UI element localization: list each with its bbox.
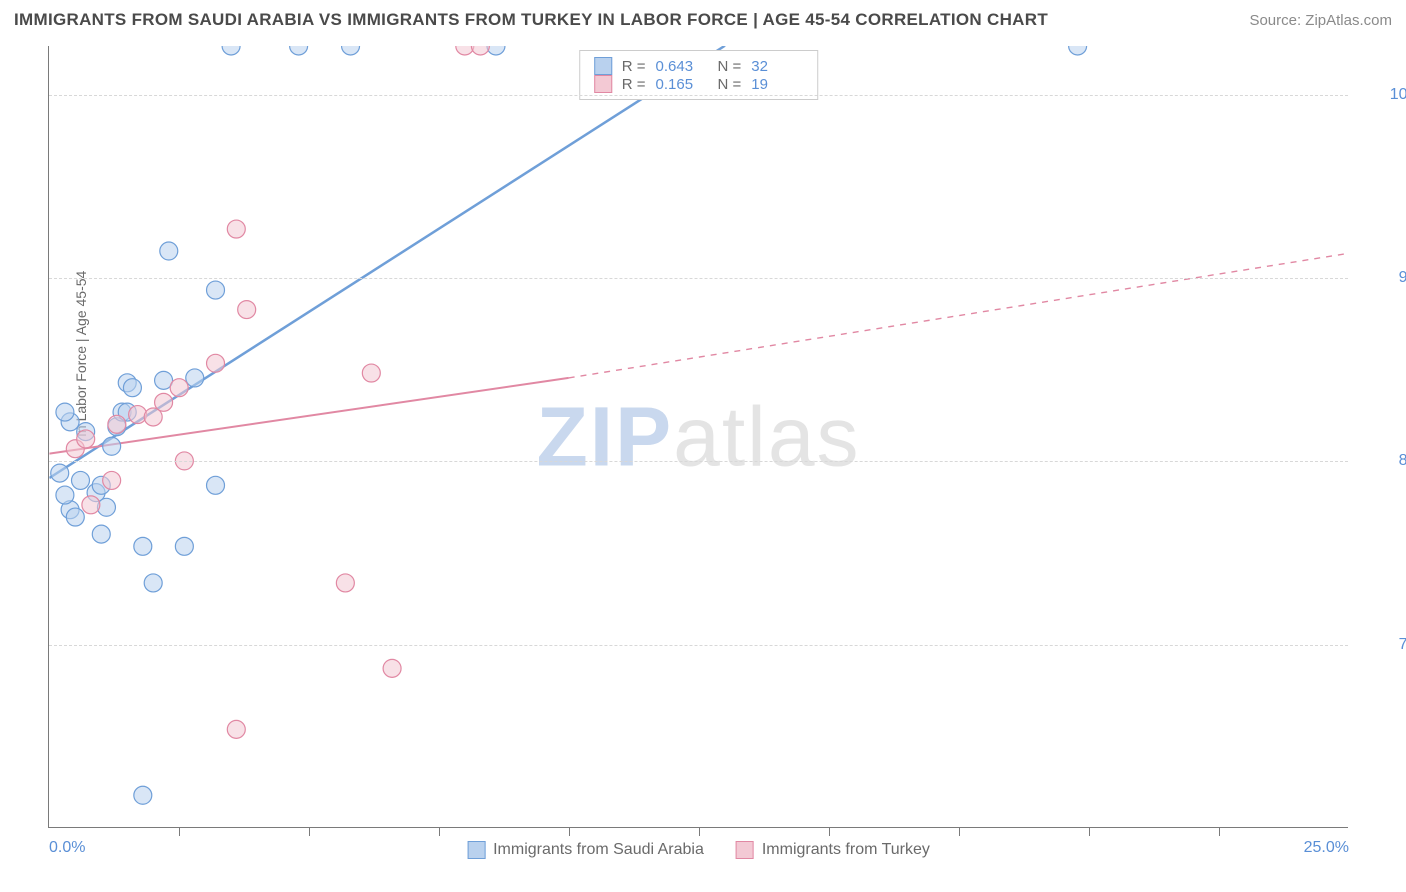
legend-label-turkey: Immigrants from Turkey [762, 841, 930, 859]
y-tick-label: 92.5% [1354, 269, 1406, 287]
data-point [129, 406, 147, 424]
y-tick-label: 77.5% [1354, 636, 1406, 654]
title-bar: IMMIGRANTS FROM SAUDI ARABIA VS IMMIGRAN… [0, 0, 1406, 38]
source-label: Source: ZipAtlas.com [1249, 12, 1392, 29]
gridline [49, 95, 1348, 96]
data-point [336, 574, 354, 592]
x-tick [829, 827, 830, 836]
gridline [49, 645, 1348, 646]
data-point [227, 220, 245, 238]
legend-label-saudi: Immigrants from Saudi Arabia [493, 841, 704, 859]
data-point [222, 37, 240, 55]
data-point [207, 476, 225, 494]
series-legend: Immigrants from Saudi Arabia Immigrants … [467, 841, 930, 859]
data-point [97, 498, 115, 516]
chart-area: In Labor Force | Age 45-54 ZIPatlas R = … [48, 46, 1348, 828]
data-point [186, 369, 204, 387]
x-tick [1219, 827, 1220, 836]
data-point [92, 525, 110, 543]
data-point [134, 786, 152, 804]
data-point [290, 37, 308, 55]
y-tick-label: 100.0% [1354, 86, 1406, 104]
swatch-saudi [594, 57, 612, 75]
x-tick-label: 25.0% [1304, 839, 1349, 857]
legend-item-turkey: Immigrants from Turkey [736, 841, 930, 859]
y-tick-label: 85.0% [1354, 452, 1406, 470]
data-point [160, 242, 178, 260]
chart-title: IMMIGRANTS FROM SAUDI ARABIA VS IMMIGRAN… [14, 10, 1048, 30]
x-tick [309, 827, 310, 836]
gridline [49, 461, 1348, 462]
data-point [56, 486, 74, 504]
r-value-saudi: 0.643 [656, 58, 708, 75]
gridline [49, 278, 1348, 279]
data-point [56, 403, 74, 421]
x-tick-label: 0.0% [49, 839, 85, 857]
data-point [207, 354, 225, 372]
data-point [77, 430, 95, 448]
data-point [342, 37, 360, 55]
legend-row-saudi: R = 0.643 N = 32 [594, 57, 804, 75]
data-point [383, 659, 401, 677]
legend-row-turkey: R = 0.165 N = 19 [594, 75, 804, 93]
data-point [175, 537, 193, 555]
correlation-legend: R = 0.643 N = 32 R = 0.165 N = 19 [579, 50, 819, 100]
data-point [134, 537, 152, 555]
swatch-saudi-bottom [467, 841, 485, 859]
scatter-plot-svg [49, 46, 1348, 827]
data-point [82, 496, 100, 514]
data-point [207, 281, 225, 299]
swatch-turkey [594, 75, 612, 93]
data-point [238, 301, 256, 319]
x-tick [959, 827, 960, 836]
data-point [471, 37, 489, 55]
data-point [103, 437, 121, 455]
x-tick [699, 827, 700, 836]
data-point [155, 393, 173, 411]
data-point [362, 364, 380, 382]
data-point [1069, 37, 1087, 55]
x-tick [569, 827, 570, 836]
n-value-turkey: 19 [751, 76, 803, 93]
r-value-turkey: 0.165 [656, 76, 708, 93]
x-tick [179, 827, 180, 836]
data-point [227, 720, 245, 738]
swatch-turkey-bottom [736, 841, 754, 859]
data-point [170, 379, 188, 397]
data-point [66, 508, 84, 526]
data-point [103, 471, 121, 489]
n-value-saudi: 32 [751, 58, 803, 75]
data-point [51, 464, 69, 482]
x-tick [439, 827, 440, 836]
data-point [72, 471, 90, 489]
legend-item-saudi: Immigrants from Saudi Arabia [467, 841, 704, 859]
data-point [108, 415, 126, 433]
regression-line-dashed [569, 253, 1348, 377]
data-point [123, 379, 141, 397]
data-point [144, 574, 162, 592]
x-tick [1089, 827, 1090, 836]
